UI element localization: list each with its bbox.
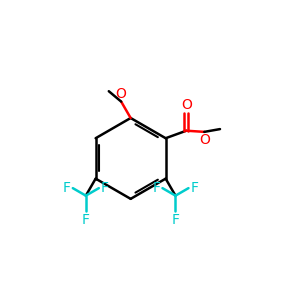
Text: F: F bbox=[63, 181, 71, 195]
Text: F: F bbox=[153, 181, 160, 195]
Text: O: O bbox=[199, 133, 210, 147]
Text: F: F bbox=[101, 181, 109, 195]
Text: F: F bbox=[172, 212, 179, 226]
Text: F: F bbox=[190, 181, 198, 195]
Text: O: O bbox=[181, 98, 192, 112]
Text: F: F bbox=[82, 212, 90, 226]
Text: O: O bbox=[115, 87, 126, 101]
